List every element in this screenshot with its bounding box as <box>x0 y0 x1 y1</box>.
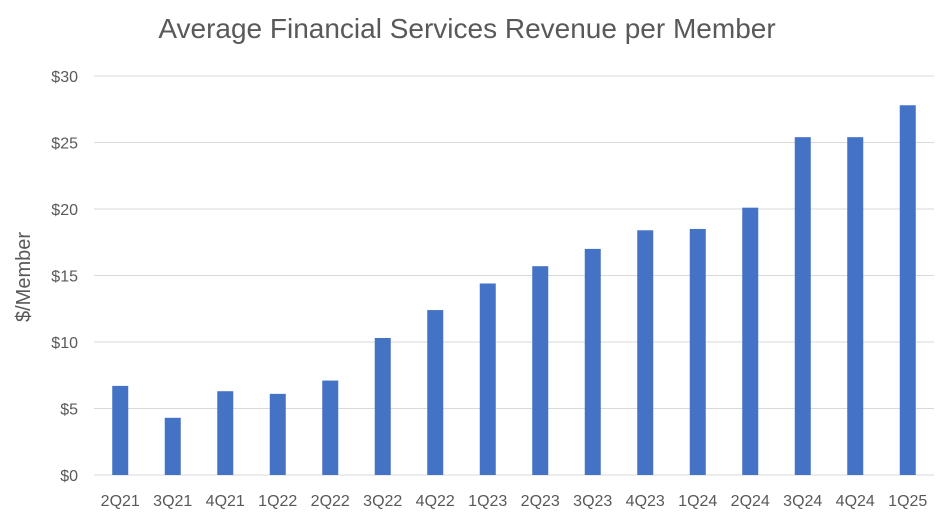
bar <box>479 283 496 475</box>
bars <box>112 105 916 476</box>
bar <box>112 385 129 475</box>
bar <box>532 266 549 475</box>
x-tick-label: 1Q24 <box>678 493 717 510</box>
bar <box>217 391 234 475</box>
bar <box>689 228 706 475</box>
bar <box>637 230 654 475</box>
x-tick-label: 4Q22 <box>416 493 455 510</box>
x-tick-label: 2Q21 <box>101 493 140 510</box>
y-tick-label: $10 <box>51 335 78 352</box>
x-tick-label: 1Q25 <box>888 493 927 510</box>
y-tick-label: $15 <box>51 269 78 286</box>
y-tick-label: $5 <box>60 402 78 419</box>
bar <box>847 137 864 475</box>
chart-title: Average Financial Services Revenue per M… <box>158 13 775 44</box>
y-tick-label: $0 <box>60 468 78 485</box>
bar <box>742 207 759 476</box>
x-tick-label: 3Q21 <box>153 493 192 510</box>
bar <box>584 248 601 475</box>
x-tick-label: 2Q22 <box>311 493 350 510</box>
y-tick-label: $30 <box>51 69 78 86</box>
x-tick-label: 1Q22 <box>258 493 297 510</box>
x-tick-label: 3Q24 <box>783 493 822 510</box>
x-tick-label: 3Q22 <box>363 493 402 510</box>
bar <box>427 310 444 475</box>
x-axis-ticks: 2Q21 3Q21 4Q21 1Q22 2Q22 3Q22 4Q22 1Q23 2Q23 3Q23… <box>101 493 928 510</box>
bar <box>164 417 181 475</box>
y-tick-label: $20 <box>51 202 78 219</box>
y-axis-ticks: $0 $5 $10 $15 $20 $25 $30 <box>51 69 78 485</box>
x-tick-label: 4Q24 <box>836 493 875 510</box>
gridlines <box>94 75 934 476</box>
x-tick-label: 2Q23 <box>521 493 560 510</box>
bar <box>322 380 339 475</box>
bar <box>269 393 286 475</box>
bar <box>374 338 391 475</box>
y-tick-label: $25 <box>51 136 78 153</box>
x-tick-label: 4Q21 <box>206 493 245 510</box>
x-tick-label: 3Q23 <box>573 493 612 510</box>
x-tick-label: 4Q23 <box>626 493 665 510</box>
x-tick-label: 1Q23 <box>468 493 507 510</box>
bar <box>794 137 811 475</box>
y-axis-label: $/Member <box>13 232 35 322</box>
x-tick-label: 2Q24 <box>731 493 770 510</box>
bar <box>899 105 916 475</box>
